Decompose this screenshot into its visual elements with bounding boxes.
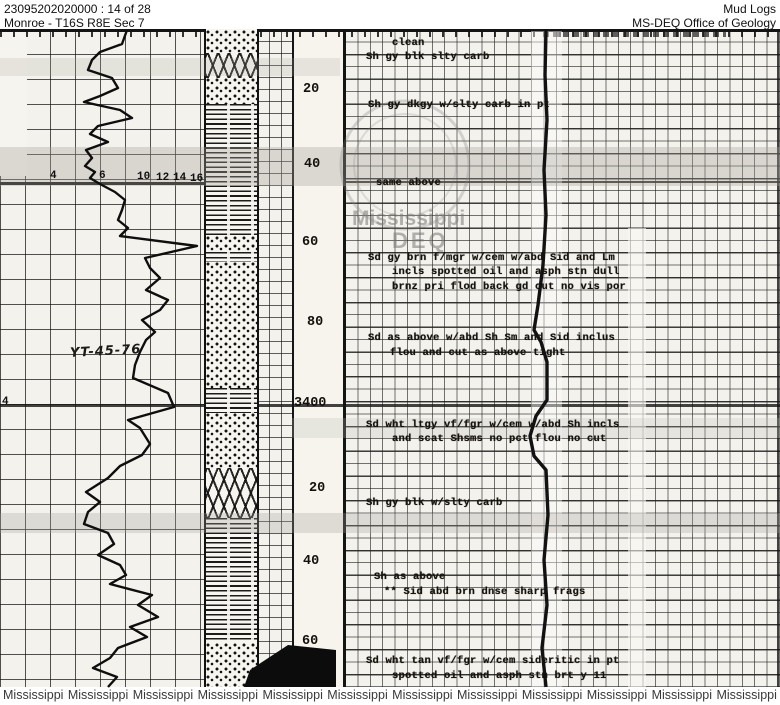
depth-label: 40 (303, 554, 320, 569)
watermark-text: Mississippi (132, 688, 194, 702)
typed-description: Sh gy blk w/slty carb (366, 497, 503, 509)
typed-description: Sh as above (374, 571, 446, 583)
depth-track-left-border (292, 29, 294, 687)
depth-label: 40 (304, 157, 321, 172)
typed-description: Sh gy blk slty carb (366, 51, 490, 63)
lithology-sand (206, 413, 257, 468)
watermark-text: Mississippi (457, 688, 518, 702)
lithology-shale (206, 518, 257, 643)
header-right: Mud Logs MS-DEQ Office of Geology (632, 2, 776, 30)
typed-description: same above (376, 177, 442, 189)
top-tick-row (0, 30, 780, 37)
lithology-column (204, 29, 259, 687)
depth-label: 20 (309, 481, 326, 496)
depth-track (292, 29, 345, 687)
depth-track-right-border (343, 29, 346, 687)
watermark-text: Mississippi (521, 688, 583, 702)
mid-grid-strip (257, 29, 292, 687)
typed-description: ** Sid abd brn dnse sharp frags (384, 586, 586, 598)
watermark-text: Mississippi (651, 688, 713, 702)
watermark-text: Mississippi (392, 688, 453, 702)
lithology-sand (206, 262, 257, 388)
footer-watermark: Mississippi Mississippi Mississippi Mississ… (0, 688, 780, 702)
cutoff-text-smudge (543, 31, 726, 37)
typed-description: Sd wht ltgy vf/fgr w/cem w/abd Sh incls (366, 419, 620, 431)
watermark-text: Mississippi (197, 688, 259, 702)
depth-3400-line (0, 404, 780, 407)
scale-label: 6 (99, 170, 106, 182)
depth-label: 20 (303, 82, 320, 97)
lithology-shale (206, 104, 257, 236)
typed-description: spotted oil and asph stn brt y 11 (392, 670, 607, 682)
scale-label: 10 (137, 171, 151, 183)
watermark-text: Mississippi (67, 688, 129, 702)
scale-label: 14 (173, 172, 187, 184)
typed-description: and scat Shsms no pct flou no cut (392, 433, 607, 445)
typed-description: incls spotted oil and asph stn dull (392, 266, 620, 278)
well-location: Monroe - T16S R8E Sec 7 (4, 16, 145, 30)
watermark-text: Mississippi (262, 688, 323, 702)
lithology-sand (206, 236, 257, 252)
lithology-sand (206, 78, 257, 104)
left-margin-mask (0, 29, 27, 176)
depth-label: 3400 (294, 396, 327, 411)
office-name: MS-DEQ Office of Geology (632, 16, 776, 30)
typed-description: flou and cut as above tight (390, 347, 566, 359)
document-title: Mud Logs (723, 2, 776, 16)
lithology-interbed (206, 53, 257, 78)
depth-label: 60 (302, 634, 319, 649)
description-grid (345, 29, 780, 687)
watermark-text: Mississippi (327, 688, 388, 702)
heavy-row-line (345, 181, 780, 183)
lithology-interbed (206, 468, 257, 518)
typed-description: clean (392, 37, 425, 49)
scan-right-border (777, 29, 779, 687)
typed-description: Sd as above w/abd Sh Sm and Sid inclus (368, 332, 616, 344)
typed-description: Sd gy brn f/mgr w/cem w/abd Sid and Lm (368, 252, 616, 264)
scale-label: 4 (50, 170, 57, 182)
lithology-sand (206, 643, 257, 687)
typed-description: brnz pri flod back gd cut no vis por (392, 281, 627, 293)
watermark-text: Mississippi (586, 688, 648, 702)
lithology-shale (206, 252, 257, 262)
stamp-line-2: DEQ (392, 228, 449, 253)
watermark-text: Mississippi (716, 688, 777, 702)
watermark-text: Mississippi (3, 688, 64, 702)
lithology-sand (206, 30, 257, 53)
depth-label: 80 (307, 315, 324, 330)
document-id: 23095202020000 : 14 of 28 (4, 2, 151, 16)
stamp-line-1: Mississippi (352, 207, 466, 230)
typed-description: Sd wht tan vf/fgr w/cem sideritic in pt (366, 655, 620, 667)
typed-description: Sh gy dkgy w/slty carb in pt (368, 99, 551, 111)
scale-label: 16 (190, 173, 204, 185)
depth-label: 60 (302, 235, 319, 250)
header-left: 23095202020000 : 14 of 28 Monroe - T16S … (4, 2, 151, 30)
lithology-shale (206, 388, 257, 413)
left-edge-label: 4 (2, 396, 9, 408)
scale-label: 12 (156, 172, 170, 184)
